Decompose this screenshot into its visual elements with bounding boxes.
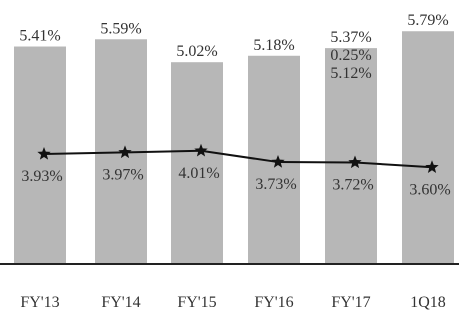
line-value-label: 3.93% (21, 168, 62, 185)
bar (402, 31, 454, 264)
line-value-label: 3.73% (255, 176, 296, 193)
line-point-star-icon (37, 147, 51, 160)
bar-value-label: 5.59% (100, 20, 141, 37)
line-value-label: 3.72% (332, 176, 373, 193)
x-tick-label: FY'17 (331, 294, 370, 311)
bar-value-label: 5.18% (253, 37, 294, 54)
x-tick-label: 1Q18 (410, 294, 446, 311)
line-point-star-icon (348, 155, 362, 169)
bar (171, 62, 223, 264)
line-series (43, 149, 433, 169)
x-tick-label: FY'13 (20, 294, 59, 311)
line-point-star-icon (194, 143, 208, 157)
bar-value-label: 5.02% (176, 43, 217, 60)
x-tick-label: FY'15 (177, 294, 216, 311)
x-tick-label: FY'16 (254, 294, 293, 311)
bar (14, 46, 66, 264)
bar-value-label: 5.79% (407, 12, 448, 29)
line-point-star-icon (271, 155, 285, 168)
bar-value-label: 5.37% (330, 29, 371, 46)
line-value-label: 3.60% (409, 181, 450, 198)
bar-annotation-label: 0.25% (330, 47, 371, 64)
line-point-star-icon (425, 160, 439, 173)
line-point-star-icon (118, 145, 132, 159)
line-value-label: 4.01% (178, 165, 219, 182)
line-value-label: 3.97% (102, 166, 143, 183)
bar (325, 48, 377, 264)
x-tick-label: FY'14 (101, 294, 140, 311)
bar-value-label: 5.41% (19, 28, 60, 45)
bar-annotation-label: 5.12% (330, 65, 371, 82)
